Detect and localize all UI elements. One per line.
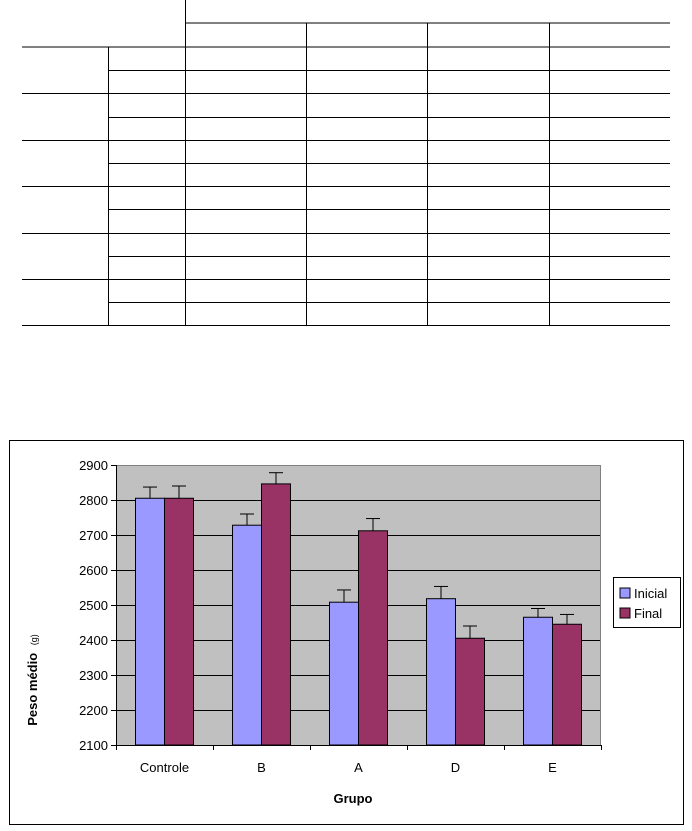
bar-inicial	[135, 497, 165, 746]
bar-final	[164, 497, 194, 746]
legend-label: Inicial	[634, 586, 667, 601]
y-tick-label: 2500	[79, 598, 108, 613]
legend-box	[613, 577, 681, 628]
x-tick-label: B	[257, 760, 266, 775]
bar-chart: 2100 2200 2300 2400 2500 2600 2700 2800 2900 Con…	[25, 458, 681, 806]
y-tick-label: 2200	[79, 703, 108, 718]
y-tick-label: 2600	[79, 563, 108, 578]
axes	[111, 465, 602, 750]
error-bars	[143, 472, 574, 639]
bar-final	[552, 623, 582, 746]
bars	[135, 483, 582, 746]
x-tick-labels: Controle B A D E	[140, 760, 557, 775]
legend-swatch	[619, 607, 631, 619]
legend-label: Final	[634, 606, 662, 621]
bar-final	[261, 483, 291, 746]
bar-inicial	[523, 616, 553, 746]
table-grid	[22, 0, 670, 326]
bar-final	[455, 637, 485, 746]
legend-swatch	[619, 587, 631, 599]
legend: Inicial Final	[613, 577, 681, 628]
chart-container: 2100 2200 2300 2400 2500 2600 2700 2800 2900 Con…	[9, 440, 684, 825]
bar-inicial	[232, 524, 262, 746]
y-tick-label: 2400	[79, 633, 108, 648]
x-tick-label: Controle	[140, 760, 189, 775]
y-tick-label: 2300	[79, 668, 108, 683]
y-tick-label: 2100	[79, 738, 108, 753]
bar-inicial	[329, 601, 359, 746]
x-tick-label: A	[354, 760, 363, 775]
y-tick-labels: 2100 2200 2300 2400 2500 2600 2700 2800 2900	[79, 458, 108, 753]
y-tick-label: 2900	[79, 458, 108, 473]
y-tick-label: 2800	[79, 493, 108, 508]
x-tick-label: D	[451, 760, 460, 775]
bar-inicial	[426, 598, 456, 746]
x-axis-label: Grupo	[334, 791, 373, 806]
x-tick-label: E	[548, 760, 557, 775]
y-tick-label: 2700	[79, 528, 108, 543]
data-table	[0, 0, 692, 330]
bar-final	[358, 530, 388, 746]
y-axis-label: Peso médio (g)	[25, 634, 40, 726]
